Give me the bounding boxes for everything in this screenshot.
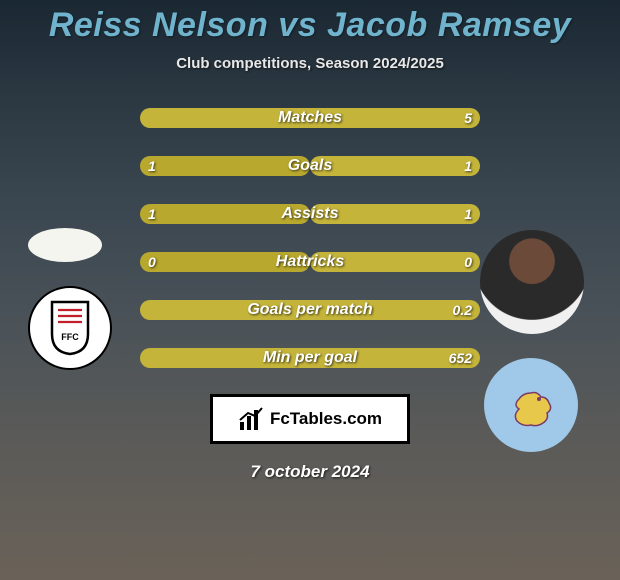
stat-bar-right [310,156,480,176]
stat-row: Goals 1 1 [140,156,480,176]
stat-value-right: 0.2 [453,302,472,318]
stat-value-right: 0 [464,254,472,270]
club-right-crest [484,358,578,452]
chart-icon [238,406,264,432]
stat-row: Matches 5 [140,108,480,128]
stat-label: Min per goal [263,349,357,367]
stat-value-right: 1 [464,206,472,222]
player-left-avatar [28,228,102,262]
branding-label: FcTables.com [270,409,382,429]
page-subtitle: Club competitions, Season 2024/2025 [176,55,444,72]
stat-value-left: 1 [148,206,156,222]
branding-badge: FcTables.com [210,394,410,444]
stat-row: Assists 1 1 [140,204,480,224]
stat-label: Goals per match [247,301,372,319]
stat-bar-left [140,156,310,176]
stat-label: Matches [278,109,342,127]
club-left-crest: FFC [28,286,112,370]
page-title: Reiss Nelson vs Jacob Ramsey [49,6,571,45]
comparison-chart: FFC Matches 5 Goals 1 1 Assists 1 1 Hattricks 0 0 G… [0,108,620,368]
stat-label: Hattricks [276,253,344,271]
stat-label: Goals [288,157,332,175]
stat-row: Min per goal 652 [140,348,480,368]
player-right-avatar [480,230,584,334]
snapshot-date: 7 october 2024 [250,462,369,482]
stat-value-left: 1 [148,158,156,174]
stat-label: Assists [282,205,339,223]
stat-value-right: 652 [449,350,472,366]
stat-value-right: 5 [464,110,472,126]
stat-value-left: 0 [148,254,156,270]
svg-text:FFC: FFC [61,332,79,342]
stat-value-right: 1 [464,158,472,174]
stat-row: Hattricks 0 0 [140,252,480,272]
stat-row: Goals per match 0.2 [140,300,480,320]
